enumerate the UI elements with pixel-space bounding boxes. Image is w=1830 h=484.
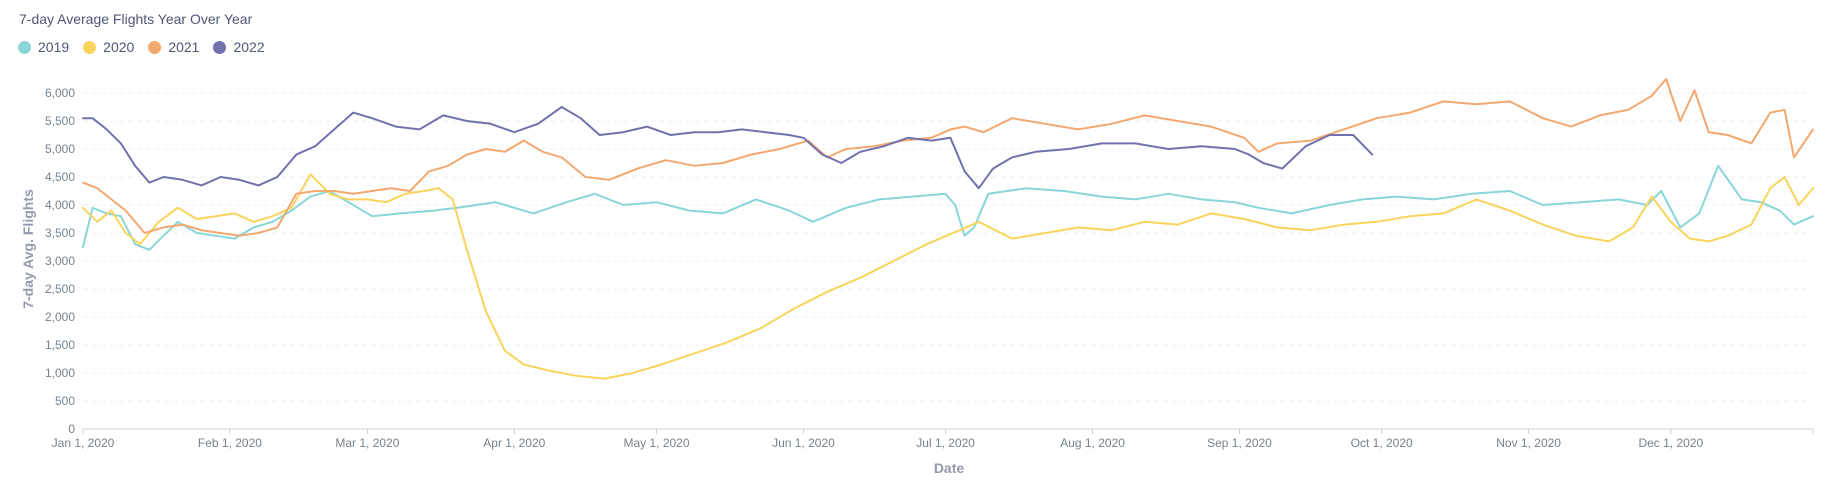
x-tick-label: Jan 1, 2020 bbox=[52, 436, 115, 450]
x-tick-label: Jun 1, 2020 bbox=[772, 436, 835, 450]
legend-dot-icon bbox=[18, 40, 31, 54]
legend-label-2021: 2021 bbox=[168, 39, 200, 55]
legend-dot-icon bbox=[213, 40, 227, 54]
y-tick-label: 6,000 bbox=[45, 86, 75, 100]
x-tick-label: Sep 1, 2020 bbox=[1207, 436, 1272, 450]
legend-label-2022: 2022 bbox=[233, 39, 265, 55]
grid-layer bbox=[83, 92, 1813, 402]
x-tick-label: Oct 1, 2020 bbox=[1351, 436, 1413, 450]
x-axis-title: Date bbox=[934, 460, 965, 476]
y-axis-title: 7-day Avg. Flights bbox=[20, 189, 36, 309]
x-tick-label: Apr 1, 2020 bbox=[483, 436, 545, 450]
y-tick-label: 3,500 bbox=[45, 226, 75, 240]
x-tick-label: Feb 1, 2020 bbox=[198, 436, 262, 450]
x-tick-label: Dec 1, 2020 bbox=[1638, 436, 1703, 450]
legend-item-2022[interactable]: 2022 bbox=[213, 39, 265, 55]
y-tick-label: 4,000 bbox=[45, 198, 75, 212]
y-tick-label: 3,000 bbox=[45, 254, 75, 268]
x-tick-label: May 1, 2020 bbox=[623, 436, 689, 450]
series-line-2020[interactable] bbox=[82, 173, 1814, 380]
legend-dot-icon bbox=[148, 40, 162, 54]
series-line-2022[interactable] bbox=[82, 106, 1374, 190]
x-tick-label: Nov 1, 2020 bbox=[1496, 436, 1561, 450]
legend-item-2019[interactable]: 2019 bbox=[18, 39, 69, 55]
legend-item-2021[interactable]: 2021 bbox=[148, 39, 199, 55]
y-tick-label: 2,500 bbox=[45, 282, 75, 296]
x-tick-label: Mar 1, 2020 bbox=[335, 436, 399, 450]
y-tick-label: 5,000 bbox=[45, 142, 75, 156]
series-line-2019[interactable] bbox=[82, 164, 1814, 251]
chart-legend: 2019 2020 2021 2022 bbox=[18, 39, 279, 55]
y-tick-label: 4,500 bbox=[45, 170, 75, 184]
legend-label-2020: 2020 bbox=[103, 39, 135, 55]
y-tick-label: 2,000 bbox=[45, 310, 75, 324]
legend-item-2020[interactable]: 2020 bbox=[83, 39, 134, 55]
y-tick-label: 1,500 bbox=[45, 338, 75, 352]
y-tick-label: 0 bbox=[68, 422, 75, 436]
series-layer bbox=[82, 78, 1814, 380]
y-tick-label: 500 bbox=[55, 394, 75, 408]
x-tick-label: Aug 1, 2020 bbox=[1060, 436, 1125, 450]
legend-dot-icon bbox=[83, 40, 97, 54]
chart-title: 7-day Average Flights Year Over Year bbox=[19, 11, 253, 27]
y-tick-label: 1,000 bbox=[45, 366, 75, 380]
series-line-2021[interactable] bbox=[82, 78, 1814, 237]
x-tick-label: Jul 1, 2020 bbox=[916, 436, 975, 450]
axis-layer: 0 500 1,000 1,500 2,000 2,500 3,000 3,500 4,000 4… bbox=[45, 86, 1814, 450]
legend-label-2019: 2019 bbox=[38, 39, 70, 55]
y-tick-label: 5,500 bbox=[45, 114, 75, 128]
